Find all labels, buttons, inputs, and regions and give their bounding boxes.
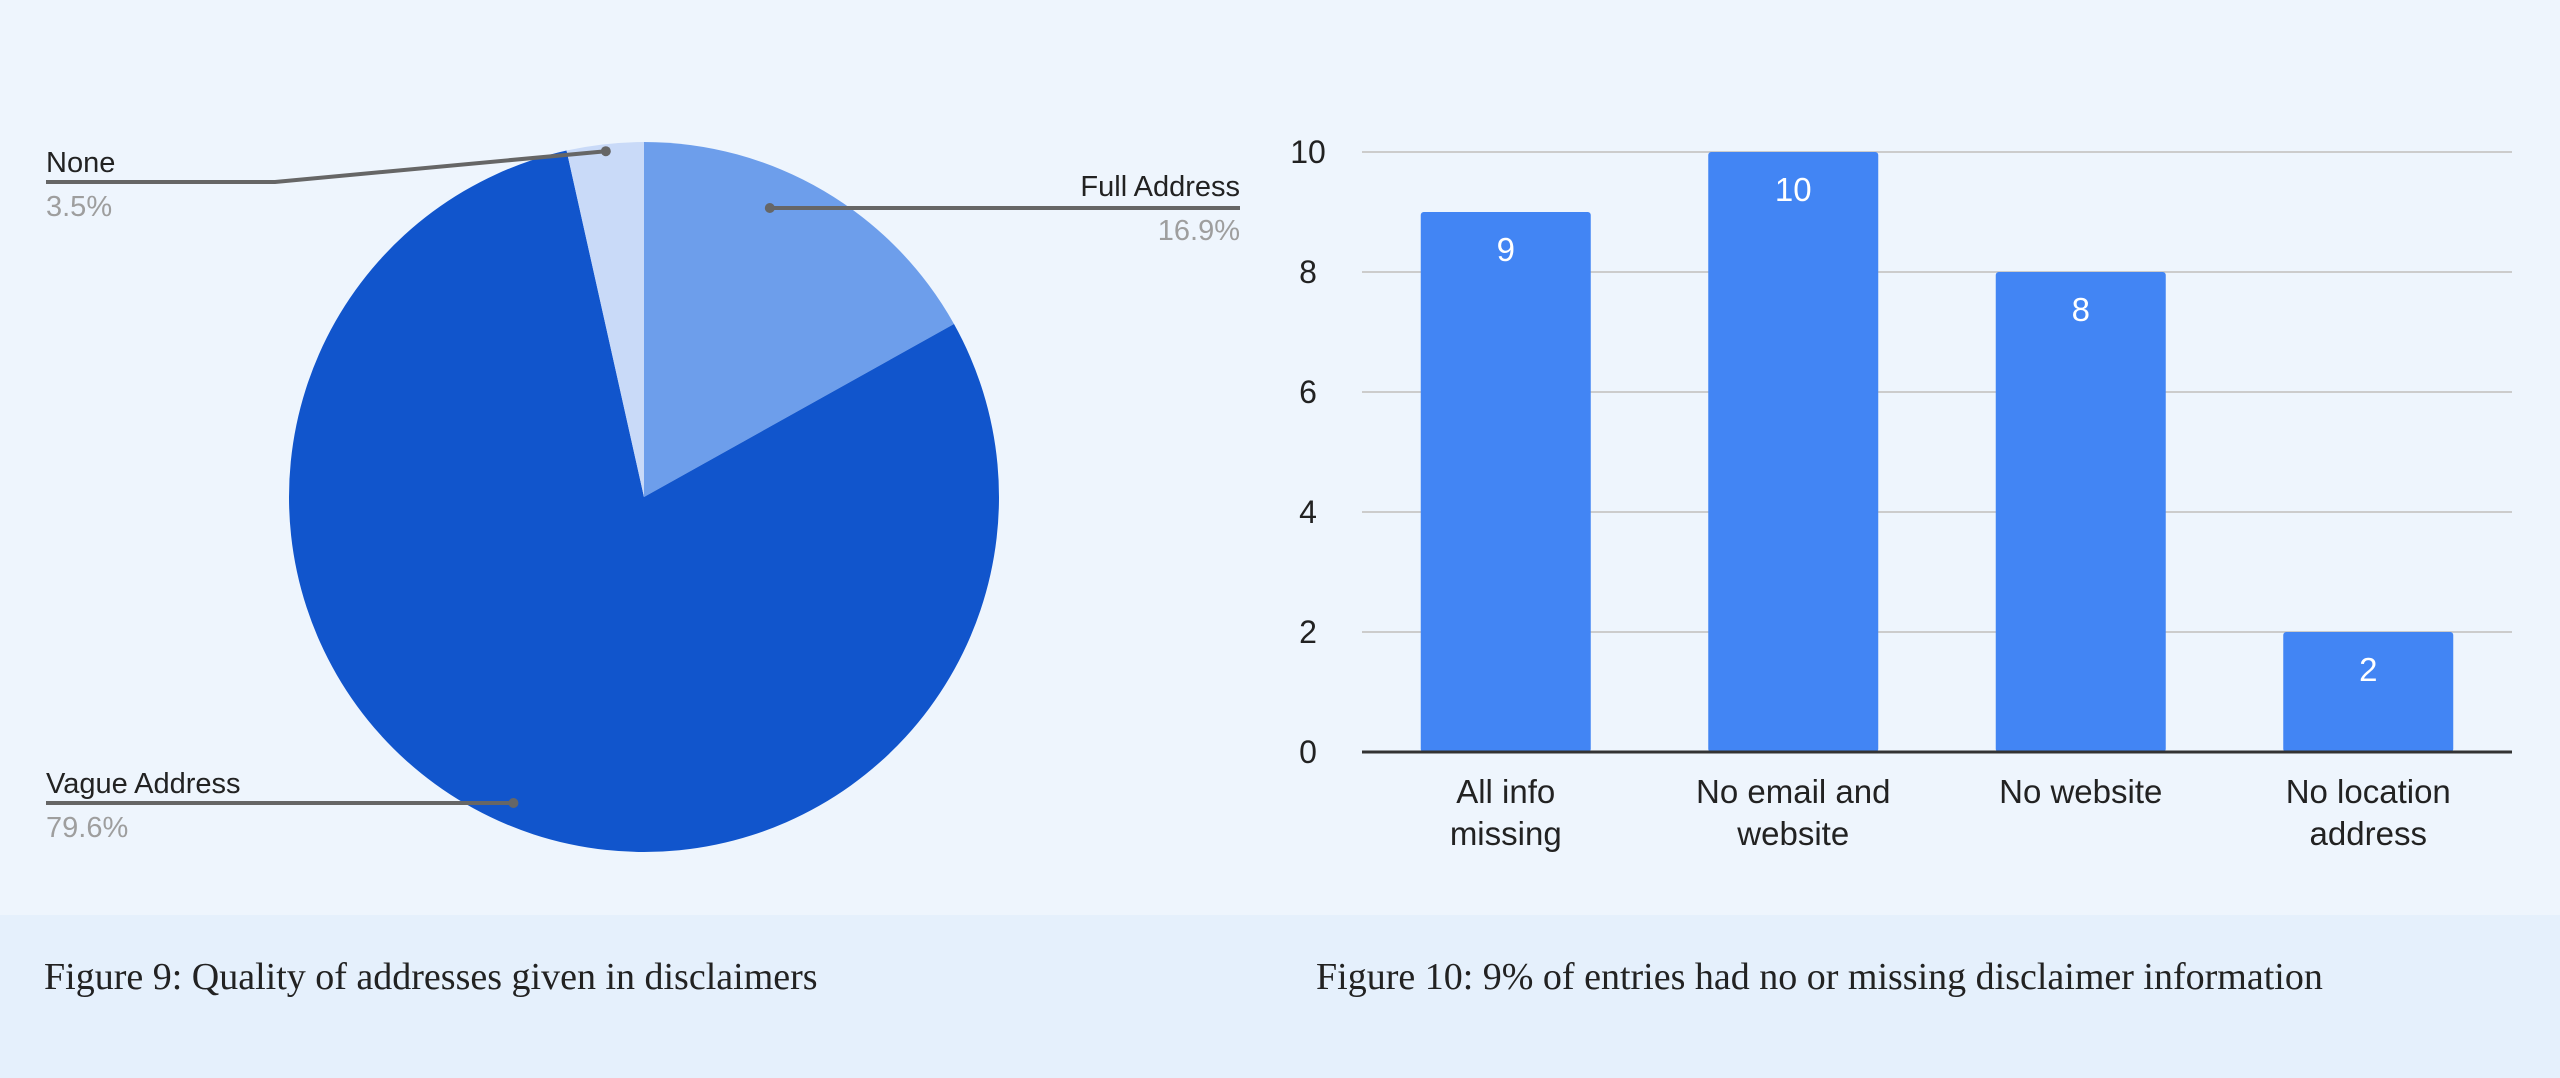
y-tick-label-10: 10 (1290, 134, 1326, 170)
pie-slice-none (566, 142, 644, 497)
leader-dot-vague-address (508, 798, 519, 808)
leader-dot-full-address (764, 203, 775, 213)
y-tick-label-0: 0 (1299, 734, 1317, 770)
bar-chart: 0 2 4 6 8 10 9 All info missing 10 No email and web… (1290, 134, 2512, 852)
figure-9-caption: Figure 9: Quality of addresses given in … (44, 956, 818, 998)
bar-all-info-missing (1420, 212, 1591, 752)
x-category-label: No website (1999, 773, 2162, 810)
y-tick-label-2: 2 (1299, 614, 1317, 650)
bar-value-label: 10 (1775, 171, 1812, 208)
y-tick-label-4: 4 (1299, 494, 1317, 530)
pie-chart: Full Address 16.9% Vague Address 79.6% None 3… (46, 142, 1240, 852)
x-category-label: address (2310, 815, 2427, 852)
y-tick-label-6: 6 (1299, 374, 1317, 410)
x-category-label: website (1736, 815, 1849, 852)
bar-no-email-and-website (1708, 152, 1879, 752)
pie-percent-full-address: 16.9% (1158, 215, 1240, 247)
x-category-label: missing (1450, 815, 1562, 852)
bar-value-label: 2 (2359, 651, 2377, 688)
bar-value-label: 8 (2072, 291, 2090, 328)
pie-label-none: None (46, 147, 115, 179)
x-category-label: All info (1456, 773, 1555, 810)
caption-band (0, 915, 2560, 1078)
pie-chart-panel: Full Address 16.9% Vague Address 79.6% None 3… (46, 142, 1240, 852)
bar-value-label: 9 (1497, 231, 1515, 268)
x-category-label: No location (2286, 773, 2451, 810)
pie-slice-vague-address (288, 150, 999, 852)
bar-no-website (1995, 272, 2166, 752)
figure-10-caption: Figure 10: 9% of entries had no or missi… (1316, 956, 2323, 998)
pie-slice-full-address (644, 142, 955, 497)
leader-line-none (46, 149, 607, 184)
pie-label-full-address: Full Address (1080, 171, 1240, 203)
pie-label-vague-address: Vague Address (46, 768, 241, 800)
pie-percent-vague-address: 79.6% (46, 812, 128, 844)
bar-no-location-address (2283, 632, 2454, 752)
leader-dot-none (600, 146, 611, 157)
x-category-label: No email and (1696, 773, 1890, 810)
pie-percent-none: 3.5% (46, 191, 112, 223)
bar-chart-panel: 0 2 4 6 8 10 9 All info missing 10 No email and web… (1280, 0, 2560, 1078)
y-tick-label-8: 8 (1299, 254, 1317, 290)
